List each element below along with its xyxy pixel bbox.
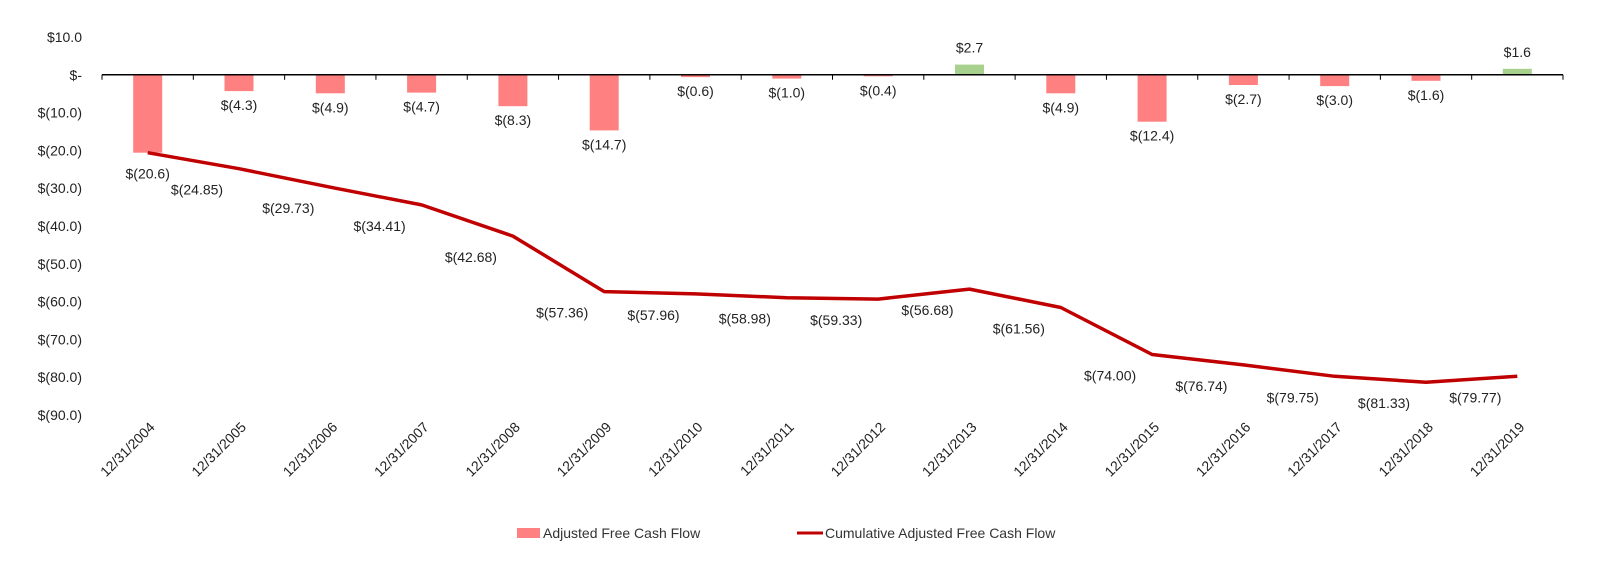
- line-data-label: $(24.85): [171, 182, 223, 198]
- bar-data-label: $(12.4): [1130, 128, 1174, 144]
- y-tick-label: $(70.0): [38, 331, 82, 347]
- x-tick-label: 12/31/2017: [1284, 419, 1345, 480]
- x-tick-label: 12/31/2010: [645, 419, 706, 480]
- y-axis: $10.0 $- $(10.0) $(20.0) $(30.0) $(40.0) $(50.…: [38, 29, 83, 423]
- x-tick-label: 12/31/2012: [827, 419, 888, 480]
- bar-series: [133, 64, 1532, 153]
- bar-data-label: $2.7: [956, 40, 983, 56]
- y-tick-label: $(60.0): [38, 294, 82, 310]
- y-tick-label: $(10.0): [38, 105, 82, 121]
- line-data-label: $(57.36): [536, 305, 588, 321]
- bar-data-label: $(0.6): [677, 83, 714, 99]
- cumulative-line: [147, 150, 1518, 384]
- bar-data-label: $(14.7): [582, 136, 626, 152]
- y-tick-label: $(40.0): [38, 218, 82, 234]
- line-data-label: $(74.00): [1084, 368, 1136, 384]
- line-data-label: $(61.56): [993, 321, 1045, 337]
- bar-data-label: $(2.7): [1225, 91, 1262, 107]
- line-data-label: $(29.73): [262, 200, 314, 216]
- bar: [1320, 74, 1350, 87]
- bar-data-label: $(3.0): [1316, 92, 1353, 108]
- x-tick-label: 12/31/2015: [1101, 419, 1162, 480]
- legend-swatch-bar: [517, 528, 540, 538]
- line-data-label: $(79.77): [1449, 389, 1501, 405]
- bar-data-label: $(4.9): [312, 99, 349, 115]
- bar-data-label: $(1.6): [1408, 87, 1445, 103]
- y-tick-label: $-: [70, 67, 83, 83]
- x-tick-label: 12/31/2006: [280, 419, 341, 480]
- x-tick-label: 12/31/2013: [919, 419, 980, 480]
- y-tick-label: $(20.0): [38, 142, 82, 158]
- x-tick-label: 12/31/2014: [1010, 419, 1071, 480]
- line-series: [147, 150, 1518, 384]
- line-data-label: $(81.33): [1358, 395, 1410, 411]
- bar: [315, 74, 345, 94]
- y-tick-label: $(30.0): [38, 180, 82, 196]
- bar: [498, 74, 528, 107]
- bar: [1046, 74, 1076, 94]
- bar: [133, 74, 163, 153]
- bar-data-label: $(4.9): [1043, 99, 1080, 115]
- bar: [955, 64, 984, 75]
- bar: [1228, 74, 1258, 85]
- x-tick-label: 12/31/2007: [371, 419, 432, 480]
- bar-data-label: $(20.6): [126, 166, 170, 182]
- bar: [681, 74, 710, 78]
- line-data-label: $(59.33): [810, 312, 862, 328]
- x-tick-label: 12/31/2016: [1193, 419, 1254, 480]
- line-data-label: $(34.41): [354, 218, 406, 234]
- bar-data-label: $(0.4): [860, 82, 897, 98]
- bar-data-label: $(8.3): [495, 112, 532, 128]
- y-tick-label: $(80.0): [38, 369, 82, 385]
- line-data-label: $(57.96): [627, 307, 679, 323]
- bar: [772, 74, 802, 79]
- bar: [1137, 74, 1167, 122]
- x-tick-label: 12/31/2019: [1467, 419, 1528, 480]
- x-tick-label: 12/31/2011: [737, 419, 797, 479]
- bar: [1502, 68, 1532, 75]
- line-data-label: $(76.74): [1175, 378, 1227, 394]
- bar: [407, 74, 437, 93]
- y-tick-label: $10.0: [47, 29, 82, 45]
- bar-data-label: $(4.7): [403, 99, 440, 115]
- y-tick-label: $(90.0): [38, 407, 82, 423]
- legend: Adjusted Free Cash Flow Cumulative Adjus…: [517, 525, 1056, 541]
- bar-data-labels: $(20.6) $(4.3) $(4.9) $(4.7) $(8.3) $(14.7) $(…: [126, 40, 1532, 182]
- bar: [1411, 74, 1441, 81]
- legend-label-line: Cumulative Adjusted Free Cash Flow: [825, 525, 1056, 541]
- line-data-labels: $(24.85) $(29.73) $(34.41) $(42.68) $(57.36)…: [171, 182, 1501, 412]
- bar: [224, 74, 254, 92]
- bar-data-label: $(4.3): [221, 97, 258, 113]
- x-tick-label: 12/31/2009: [553, 419, 614, 480]
- zero-axis: [101, 74, 1564, 80]
- x-tick-label: 12/31/2004: [97, 419, 158, 480]
- line-data-label: $(42.68): [445, 249, 497, 265]
- x-tick-label: 12/31/2018: [1375, 419, 1436, 480]
- x-axis: 12/31/2004 12/31/2005 12/31/2006 12/31/2007…: [97, 419, 1528, 480]
- x-tick-label: 12/31/2008: [462, 419, 523, 480]
- bar-data-label: $(1.0): [769, 85, 806, 101]
- line-data-label: $(58.98): [719, 311, 771, 327]
- legend-label-bar: Adjusted Free Cash Flow: [543, 525, 701, 541]
- bar: [589, 74, 619, 131]
- bar-data-label: $1.6: [1504, 44, 1531, 60]
- x-tick-label: 12/31/2005: [188, 419, 249, 480]
- line-data-label: $(56.68): [901, 302, 953, 318]
- line-data-label: $(79.75): [1267, 389, 1319, 405]
- y-tick-label: $(50.0): [38, 256, 82, 272]
